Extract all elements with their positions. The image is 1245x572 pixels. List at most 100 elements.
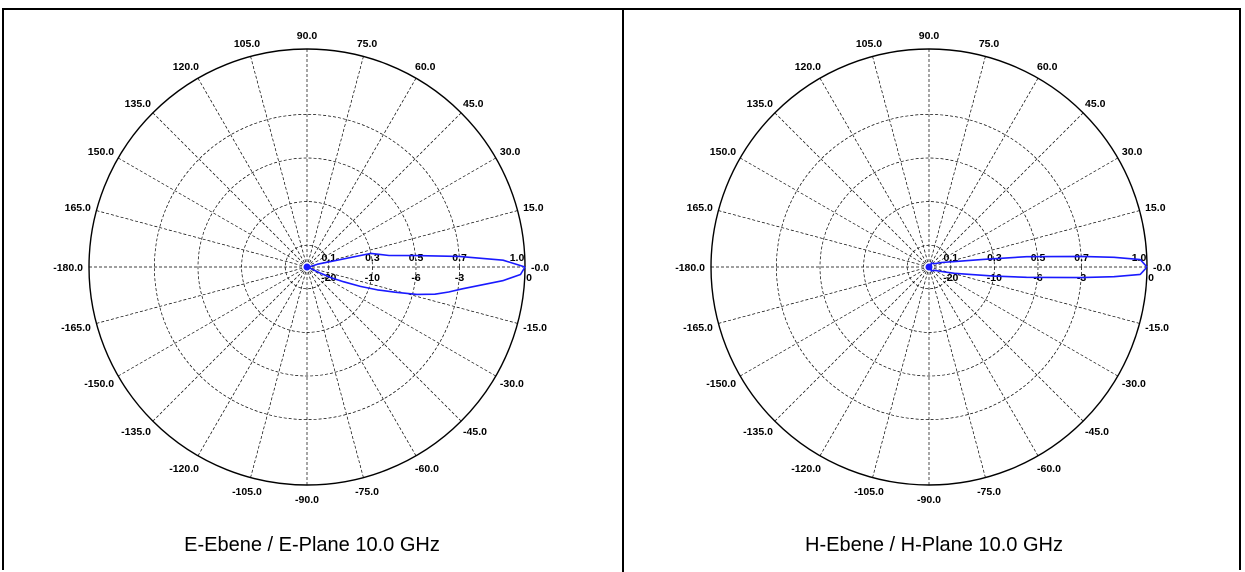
h-plane-grid-spoke [718,210,930,268]
h-plane-angle-label: -45.0 [1085,426,1109,438]
outer-frame [2,8,1241,570]
e-plane-angle-label: 105.0 [234,38,260,50]
h-plane-angle-label: 165.0 [687,202,713,214]
e-plane-grid-spoke [96,210,308,268]
e-plane-angle-label: 150.0 [88,146,114,158]
h-plane-angle-label: 60.0 [1037,61,1058,73]
h-plane-linear-tick-label: 0.7 [1074,252,1089,264]
e-plane-grid-spoke [197,266,308,456]
e-plane-angle-label: 90.0 [297,30,318,42]
h-plane-grid-spoke [928,56,986,268]
e-plane-panel: 90.0 75.0 60.0 45.0 30.0 15.0 -0.0 -15.0 -30.0 -4… [2,10,622,572]
h-plane-angle-label: -135.0 [743,426,773,438]
h-plane-angle-label: 75.0 [979,38,1000,50]
e-plane-angle-label: -90.0 [295,494,319,506]
e-plane-grid-spoke [250,266,308,478]
e-plane-angle-label: 60.0 [415,61,436,73]
h-plane-angle-label: -30.0 [1122,378,1146,390]
h-plane-grid-spoke [819,78,930,268]
e-plane-angle-label: 45.0 [463,98,484,110]
h-plane-grid-spoke [718,266,930,324]
h-plane-angle-label: -0.0 [1153,262,1171,274]
h-plane-grid-spoke [928,210,1140,268]
e-plane-grid-spoke [306,266,518,324]
e-plane-angle-label: -165.0 [61,322,91,334]
e-plane-grid-spoke [306,78,417,268]
e-plane-grid-spoke [118,266,308,377]
e-plane-angle-label: -15.0 [523,322,547,334]
h-plane-angle-label: -150.0 [706,378,736,390]
e-plane-grid-spoke [306,266,364,478]
e-plane-angle-label: 135.0 [125,98,151,110]
e-plane-grid-spoke [152,112,308,268]
h-plane-angle-label: -180.0 [675,262,705,274]
h-plane-grid-spoke [872,266,930,478]
e-plane-angle-label: 30.0 [500,146,521,158]
h-plane-grid-spoke [928,112,1084,268]
h-plane-linear-tick-label: 0.5 [1031,252,1046,264]
h-plane-grid-spoke [819,266,930,456]
e-plane-angle-label: 15.0 [523,202,544,214]
e-plane-pattern-line [308,252,526,296]
e-plane-grid-spoke [306,112,462,268]
e-plane-grid-spoke [118,157,308,268]
h-plane-angle-label: 150.0 [710,146,736,158]
h-plane-db-tick-label: -20 [943,272,958,284]
e-plane-angle-label: -135.0 [121,426,151,438]
h-plane-grid-circle [819,157,1039,377]
e-plane-grid-spoke [197,78,308,268]
e-plane-grid-circle [197,157,417,377]
e-plane-linear-tick-label: 0.7 [452,252,467,264]
h-plane-grid-spoke [928,266,1039,456]
h-plane-angle-label: 15.0 [1145,202,1166,214]
e-plane-grid-spoke [152,266,308,422]
e-plane-grid-spoke [306,157,496,268]
h-plane-angle-label: -60.0 [1037,463,1061,475]
e-plane-db-tick-label: -10 [365,272,380,284]
h-plane-angle-label: -105.0 [854,486,884,498]
h-plane-angle-label: 45.0 [1085,98,1106,110]
e-plane-linear-tick-label: 1.0 [510,252,525,264]
e-plane-angle-label: -45.0 [463,426,487,438]
h-plane-angle-label: -15.0 [1145,322,1169,334]
e-plane-angle-label: -75.0 [355,486,379,498]
e-plane-polar-chart: 90.0 75.0 60.0 45.0 30.0 15.0 -0.0 -15.0 -30.0 -4… [53,30,549,506]
e-plane-linear-tick-label: 0.3 [365,252,380,264]
e-plane-caption: E-Ebene / E-Plane 10.0 GHz [184,534,440,556]
e-plane-grid-spoke [306,56,364,268]
e-plane-angle-label: 120.0 [173,61,199,73]
h-plane-grid-spoke [928,266,986,478]
h-plane-grid-spoke [928,266,1084,422]
e-plane-grid-spoke [250,56,308,268]
e-plane-angle-label: 75.0 [357,38,378,50]
h-plane-grid-spoke [740,157,930,268]
e-plane-angle-label: -120.0 [169,463,199,475]
h-plane-grid-spoke [774,112,930,268]
e-plane-angle-label: -180.0 [53,262,83,274]
h-plane-caption: H-Ebene / H-Plane 10.0 GHz [805,534,1063,556]
h-plane-angle-label: -165.0 [683,322,713,334]
e-plane-db-tick-label: 0 [526,272,532,284]
e-plane-grid-spoke [306,210,518,268]
h-plane-grid-spoke [872,56,930,268]
h-plane-panel: 90.0 75.0 60.0 45.0 30.0 15.0 -0.0 -15.0 -30.0 -4… [624,10,1244,572]
h-plane-angle-label: 90.0 [919,30,940,42]
h-plane-grid-spoke [928,78,1039,268]
h-plane-angle-label: 30.0 [1122,146,1143,158]
h-plane-angle-label: -75.0 [977,486,1001,498]
h-plane-grid-spoke [928,157,1118,268]
e-plane-angle-label: -0.0 [531,262,549,274]
h-plane-grid-spoke [774,266,930,422]
h-plane-db-tick-label: 0 [1148,272,1154,284]
h-plane-angle-label: -120.0 [791,463,821,475]
h-plane-grid-spoke [928,266,1118,377]
e-plane-angle-label: -105.0 [232,486,262,498]
h-plane-angle-label: -90.0 [917,494,941,506]
h-plane-grid-spoke [928,266,1140,324]
h-plane-angle-label: 120.0 [795,61,821,73]
e-plane-grid-spoke [306,266,417,456]
h-plane-linear-tick-label: 1.0 [1132,252,1147,264]
h-plane-polar-chart: 90.0 75.0 60.0 45.0 30.0 15.0 -0.0 -15.0 -30.0 -4… [675,30,1171,506]
e-plane-grid-spoke [306,266,462,422]
e-plane-angle-label: -150.0 [84,378,114,390]
